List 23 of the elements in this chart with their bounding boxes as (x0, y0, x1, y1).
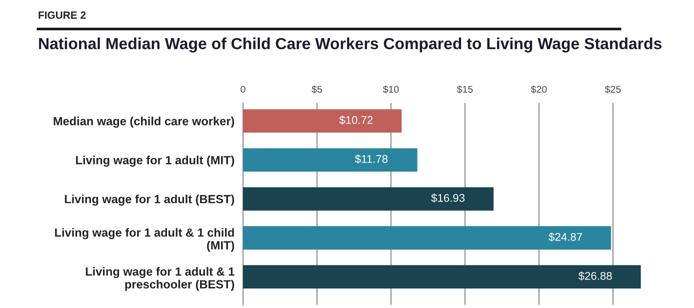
data-label: $26.88 (578, 272, 612, 280)
x-tick-label: $20 (530, 85, 547, 94)
x-tick-label: $5 (312, 85, 322, 94)
chart-title: National Median Wage of Child Care Workers Compared to Living Wage Standards (39, 38, 662, 52)
data-label: $16.93 (431, 194, 465, 203)
bar (243, 226, 612, 250)
y-tick-label: Living wage for 1 adult & 1 preschooler (BEST) (86, 267, 234, 291)
y-tick-label: Living wage for 1 adult (MIT) (76, 156, 234, 167)
bar (243, 265, 641, 289)
x-tick-label: $25 (604, 85, 621, 94)
bar (243, 109, 402, 133)
bar (243, 187, 494, 211)
data-label: $10.72 (339, 116, 373, 125)
caption: FIGURE 2 (38, 11, 86, 19)
x-tick-label: $10 (382, 85, 399, 94)
data-label: $11.78 (354, 154, 388, 164)
x-tick-label: $15 (456, 85, 473, 94)
bar (243, 148, 418, 172)
x-tick-label: 0 (240, 86, 246, 93)
y-tick-label: Median wage (child care worker) (54, 116, 234, 128)
y-tick-label: Living wage for 1 adult (BEST) (64, 194, 234, 206)
data-label: $24.87 (548, 232, 582, 242)
y-tick-label: Living wage for 1 adult & 1 child (MIT) (55, 228, 234, 252)
